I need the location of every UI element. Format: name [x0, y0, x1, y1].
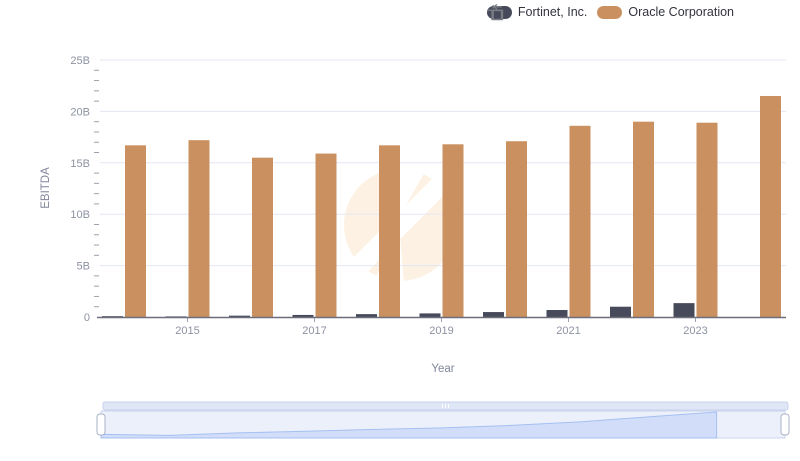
legend: Fortinet, Inc. Oracle Corporation [486, 4, 792, 21]
bar-oracle-2024[interactable] [760, 95, 781, 317]
bar-oracle-2018[interactable] [379, 145, 400, 317]
bar-fortinet-2022[interactable] [610, 306, 631, 317]
legend-label-oracle: Oracle Corporation [628, 5, 734, 19]
bar-fortinet-2014[interactable] [102, 316, 123, 317]
bar-oracle-2017[interactable] [315, 153, 337, 317]
x-tick-label: 2017 [302, 325, 326, 337]
bar-fortinet-2020[interactable] [483, 312, 504, 317]
y-tick-label: 25B [70, 55, 90, 67]
bar-fortinet-2023[interactable] [673, 303, 695, 317]
y-tick-label: 20B [70, 106, 90, 118]
legend-item-oracle[interactable]: Oracle Corporation [597, 4, 734, 21]
bar-oracle-2021[interactable] [569, 125, 591, 318]
y-tick-label: 15B [70, 158, 90, 170]
bar-fortinet-2021[interactable] [546, 310, 568, 317]
x-tick-label: 2015 [175, 325, 199, 337]
y-axis-title: EBITDA [40, 167, 52, 209]
x-tick-label: 2021 [556, 325, 580, 337]
navigator-handle-right[interactable] [780, 413, 790, 436]
y-tick-label: 5B [77, 261, 90, 273]
legend-swatch-oracle [597, 6, 623, 19]
bar-oracle-2015[interactable] [188, 140, 210, 317]
watermark-notch-top [396, 167, 428, 215]
bar-oracle-2022[interactable] [633, 121, 654, 318]
bar-oracle-2016[interactable] [252, 157, 273, 317]
bar-oracle-2019[interactable] [442, 144, 464, 317]
undo-arrow-icon[interactable] [491, 4, 792, 21]
plot-area: 0 5B 10B 15B 20B 25B 2015 2017 2019 2021 2023 [70, 55, 786, 337]
navigator-series-area [100, 411, 718, 439]
y-tick-label: 0 [84, 312, 90, 324]
bar-oracle-2014[interactable] [125, 145, 146, 317]
bar-fortinet-2015[interactable] [165, 316, 187, 317]
navigator-handle-left[interactable] [96, 413, 106, 436]
x-tick-label: 2019 [429, 325, 453, 337]
bar-oracle-2020[interactable] [506, 141, 527, 317]
bar-oracle-2023[interactable] [696, 122, 718, 317]
bar-fortinet-2019[interactable] [419, 313, 441, 317]
bar-fortinet-2018[interactable] [356, 314, 377, 317]
x-axis-title: Year [431, 363, 455, 375]
bar-fortinet-2017[interactable] [292, 314, 314, 317]
x-tick-label: 2023 [683, 325, 707, 337]
y-tick-label: 10B [70, 209, 90, 221]
range-navigator [96, 401, 790, 439]
bar-fortinet-2016[interactable] [229, 315, 250, 317]
legend-label-fortinet: Fortinet, Inc. [517, 5, 588, 19]
